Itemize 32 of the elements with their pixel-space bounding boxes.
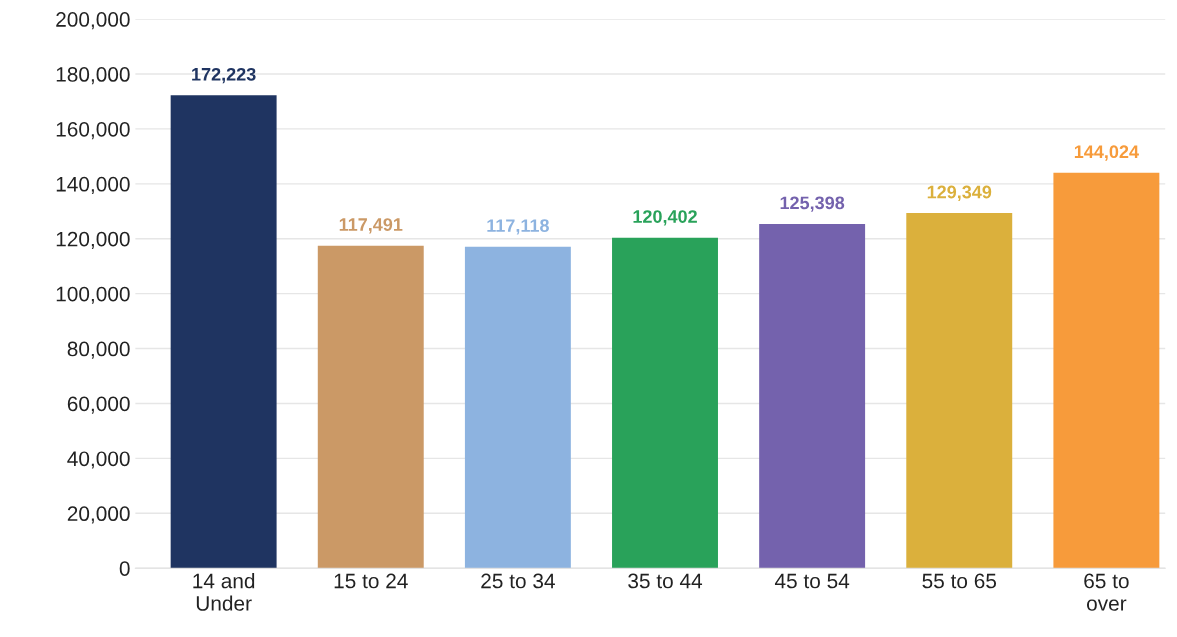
- bar: [1053, 172, 1160, 569]
- y-tick-label: 40,000: [67, 451, 130, 469]
- data-label: 125,398: [780, 196, 845, 212]
- bar: [612, 237, 718, 569]
- y-tick-label: 60,000: [67, 396, 130, 414]
- y-tick-label: 160,000: [56, 121, 130, 140]
- x-tick-label: 35 to 44: [628, 573, 703, 589]
- y-tick-label: 80,000: [67, 341, 130, 359]
- bar: [759, 223, 866, 569]
- y-tick-label: 0: [119, 561, 130, 576]
- y-tick-label: 180,000: [56, 67, 130, 85]
- bar: [464, 246, 571, 569]
- bar: [906, 213, 1013, 569]
- data-label: 120,402: [633, 210, 697, 226]
- x-tick-label: 45 to 54: [774, 573, 850, 589]
- x-tick-label: 55 to 65: [922, 573, 997, 589]
- x-tick-label: 15 to 24: [334, 573, 408, 589]
- x-tick-label: 25 to 34: [481, 573, 555, 589]
- y-tick-label: 140,000: [56, 176, 130, 195]
- y-tick-label: 200,000: [56, 12, 130, 30]
- data-label: 144,024: [1074, 145, 1139, 161]
- x-tick-label: 14 and Under: [193, 573, 255, 611]
- bar: [170, 95, 277, 569]
- y-tick-label: 100,000: [56, 286, 130, 304]
- data-label: 129,349: [927, 185, 992, 202]
- bar: [317, 245, 424, 569]
- y-tick-label: 120,000: [56, 231, 130, 249]
- data-label: 117,118: [487, 219, 549, 235]
- data-label: 172,223: [192, 67, 256, 84]
- y-tick-label: 20,000: [67, 506, 130, 524]
- data-label: 117,491: [339, 218, 403, 234]
- x-tick-label: 65 to over: [1084, 573, 1129, 611]
